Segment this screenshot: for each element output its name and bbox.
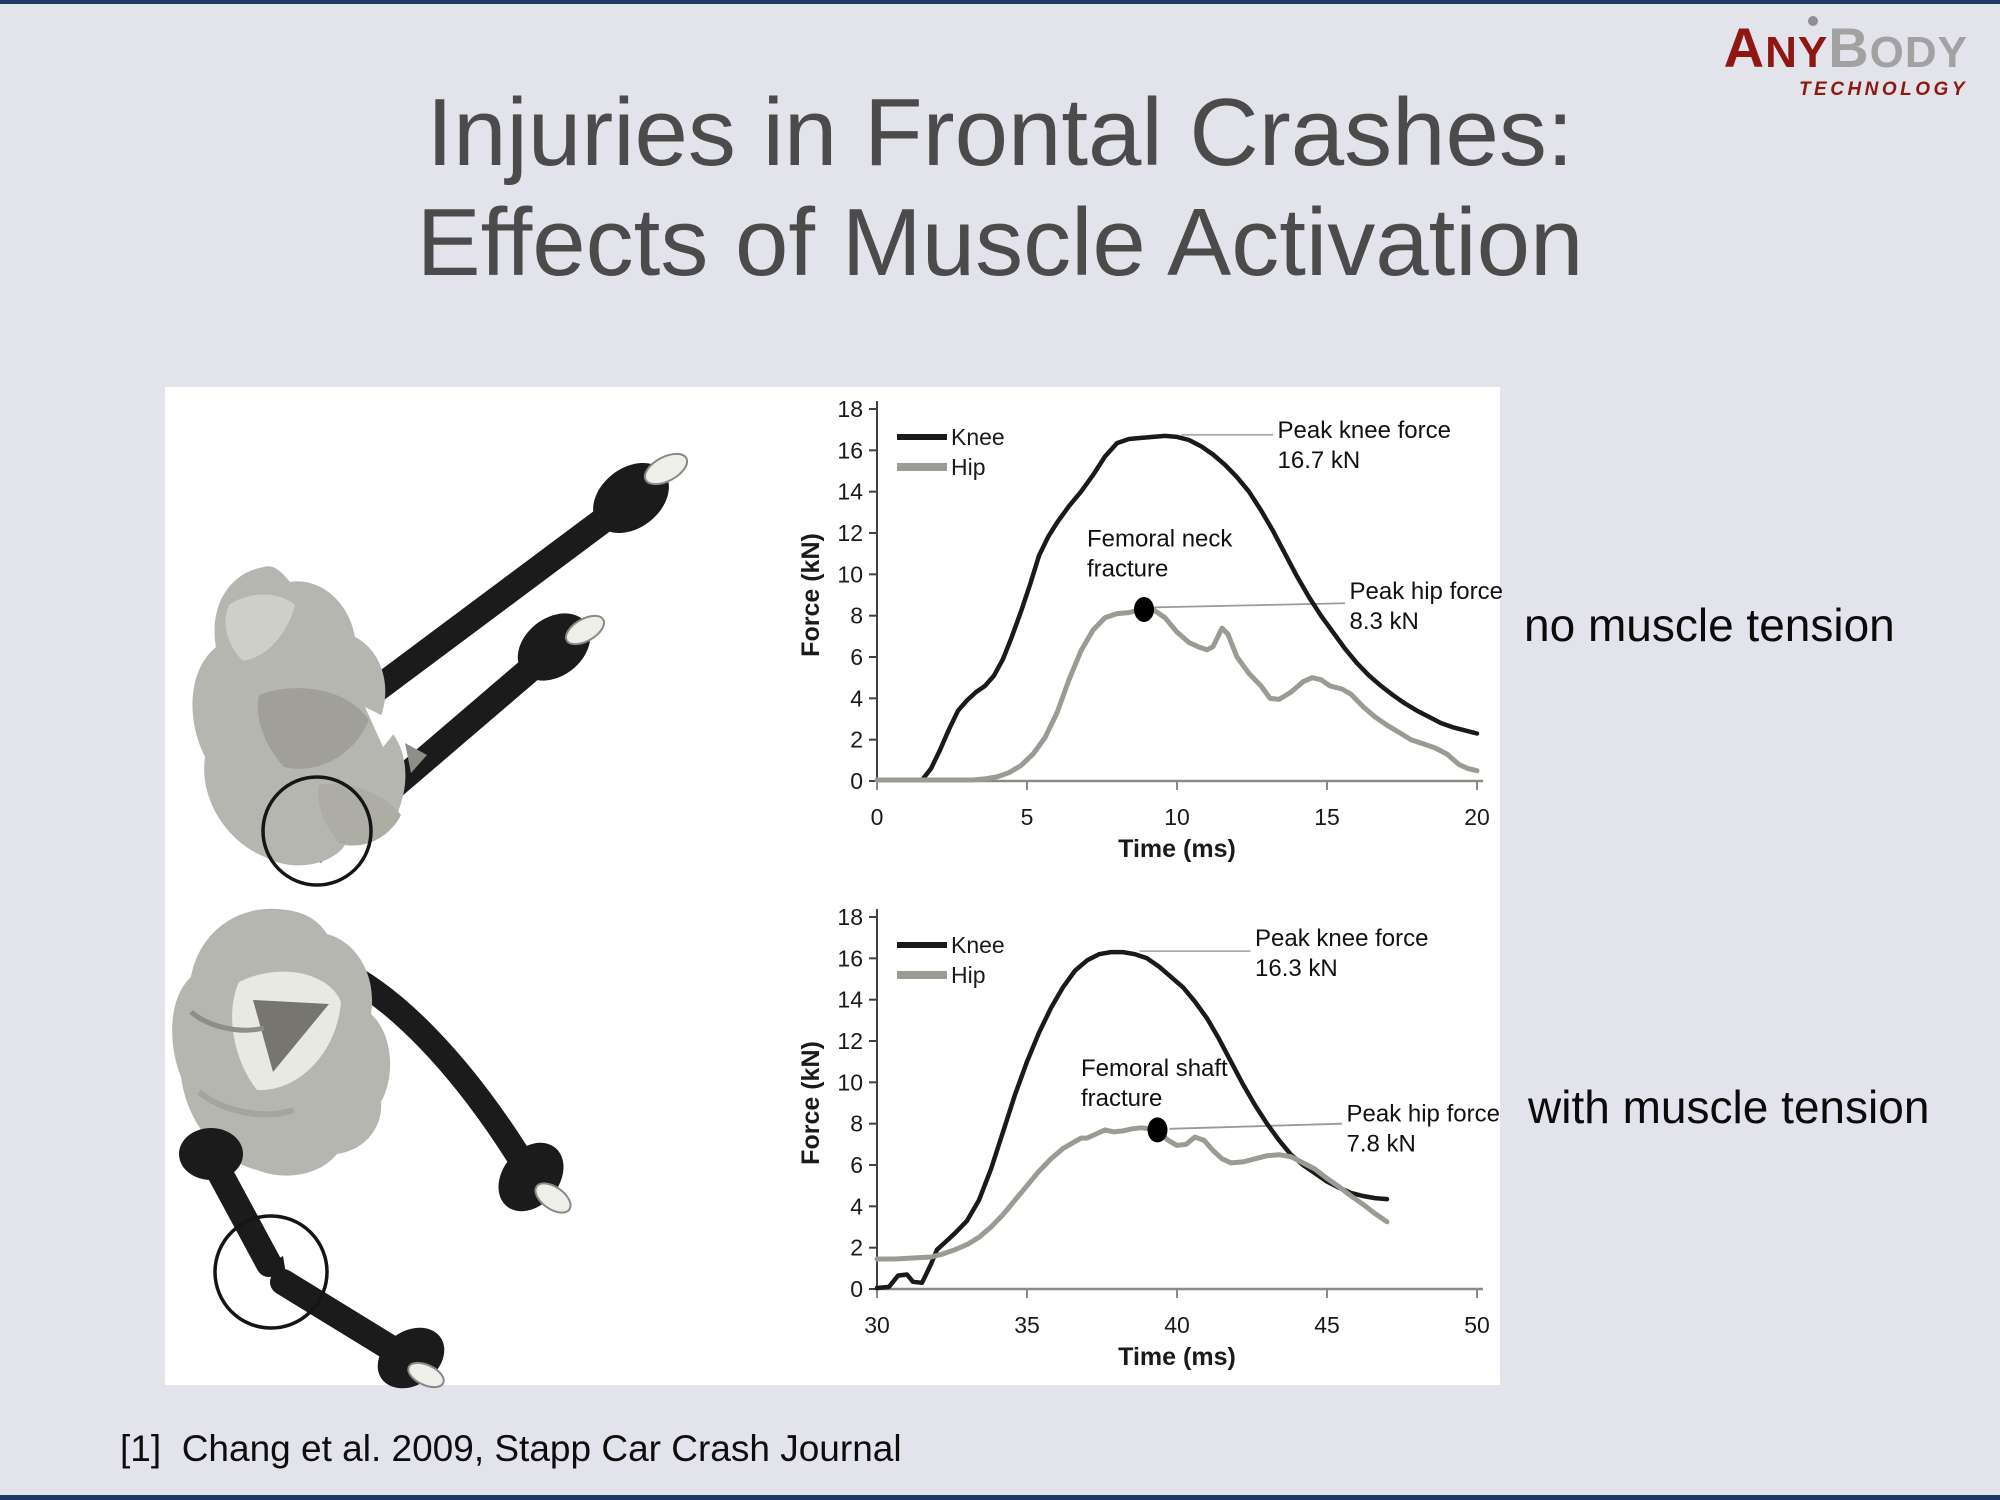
annotation-peak-hip-line2: 7.8 kN xyxy=(1347,1131,1416,1158)
x-axis-title: Time (ms) xyxy=(1118,835,1236,863)
legend-label-hip: Hip xyxy=(951,962,986,988)
x-tick-label: 30 xyxy=(864,1312,890,1338)
y-tick-label: 10 xyxy=(837,1069,863,1095)
fracture-circle xyxy=(261,775,373,887)
chart-svg: 0 2 4 6 8 10 12 14 16 18 30 35 40 45 50 Time (ms) Force … xyxy=(797,904,1500,1371)
y-tick-label: 4 xyxy=(850,685,863,711)
y-tick-label: 10 xyxy=(837,561,863,587)
y-tick-label: 14 xyxy=(837,479,863,505)
x-tick-label: 5 xyxy=(1021,804,1034,830)
title-line-2: Effects of Muscle Activation xyxy=(416,189,1584,296)
logo-letter: B xyxy=(1828,16,1870,79)
y-tick-label: 8 xyxy=(850,1111,863,1137)
y-tick-label: 14 xyxy=(837,987,863,1013)
series-hip-line xyxy=(874,1125,1390,1262)
force-time-chart-with-muscle-tension: 0 2 4 6 8 10 12 14 16 18 30 35 40 45 50 Time (ms) Force … xyxy=(797,897,1500,1387)
y-tick-label: 2 xyxy=(850,1235,863,1261)
annotation-peak-hip-line1: Peak hip force xyxy=(1350,578,1503,605)
y-tick-label: 12 xyxy=(837,1028,863,1054)
annotation-fracture-line1: Femoral neck xyxy=(1087,525,1233,552)
annotation-leader-peak-hip xyxy=(1169,1122,1343,1130)
y-tick-label: 6 xyxy=(850,1152,863,1178)
knee-cartilage-cap xyxy=(534,1182,572,1214)
y-tick-label: 2 xyxy=(850,727,863,753)
content-panel: 0 2 4 6 8 10 12 14 16 18 0 5 10 15 20 Time (ms) Force (k… xyxy=(165,387,1503,1389)
slide-title: Injuries in Frontal Crashes: Effects of … xyxy=(0,78,2000,298)
x-tick-label: 10 xyxy=(1164,804,1190,830)
logo-subtitle: TECHNOLOGY xyxy=(1798,79,1968,100)
y-tick-label: 16 xyxy=(837,945,863,971)
pelvis xyxy=(172,908,391,1176)
annotation-peak-knee-line2: 16.3 kN xyxy=(1255,955,1338,982)
person-icon xyxy=(1808,16,1818,26)
logo-letter: A xyxy=(1723,16,1766,79)
logo-wordmark: ANYBODY xyxy=(1724,16,1968,77)
condition-label-bottom: with muscle tension xyxy=(1528,1081,1930,1133)
y-tick-label: 0 xyxy=(850,768,863,794)
annotation-peak-knee-line2: 16.7 kN xyxy=(1278,447,1361,474)
y-tick-label: 18 xyxy=(837,396,863,422)
legend-label-knee: Knee xyxy=(951,932,1005,958)
title-line-1: Injuries in Frontal Crashes: xyxy=(426,79,1574,186)
annotation-peak-hip-line2: 8.3 kN xyxy=(1350,608,1419,635)
y-tick-label: 0 xyxy=(850,1276,863,1302)
annotation-fracture-line2: fracture xyxy=(1087,555,1168,582)
x-tick-label: 15 xyxy=(1314,804,1340,830)
y-tick-label: 12 xyxy=(837,520,863,546)
series-knee-line xyxy=(874,949,1390,1291)
legend-label-knee: Knee xyxy=(951,424,1005,450)
condition-label-top: no muscle tension xyxy=(1524,599,1895,651)
knee-cartilage-cap xyxy=(643,452,689,486)
logo-letters: ODY xyxy=(1869,28,1968,77)
pelvis xyxy=(192,566,427,866)
knee-cartilage-cap xyxy=(565,614,605,646)
femur-right xyxy=(356,452,689,708)
series-hip-line xyxy=(874,607,1480,783)
logo-letters: NY xyxy=(1765,28,1829,77)
annotation-fracture-line1: Femoral shaft xyxy=(1081,1055,1228,1082)
fracture-marker xyxy=(1134,596,1154,622)
y-tick-label: 18 xyxy=(837,904,863,930)
citation: [1] Chang et al. 2009, Stapp Car Crash J… xyxy=(120,1428,902,1469)
bone-illustration-no-muscle-tension xyxy=(192,452,689,887)
fracture-marker xyxy=(1147,1117,1168,1143)
femur-left-fractured xyxy=(179,1128,445,1389)
annotation-fracture-line2: fracture xyxy=(1081,1085,1162,1112)
annotation-peak-hip-line1: Peak hip force xyxy=(1347,1101,1500,1128)
force-time-chart-no-muscle-tension: 0 2 4 6 8 10 12 14 16 18 0 5 10 15 20 Time (ms) Force (k… xyxy=(797,389,1503,879)
annotation-peak-knee-line1: Peak knee force xyxy=(1278,417,1451,444)
annotation-peak-knee-line1: Peak knee force xyxy=(1255,925,1428,952)
x-tick-label: 50 xyxy=(1464,1312,1490,1338)
x-tick-label: 35 xyxy=(1014,1312,1040,1338)
x-axis-title: Time (ms) xyxy=(1118,1343,1236,1371)
x-tick-label: 40 xyxy=(1164,1312,1190,1338)
y-tick-label: 4 xyxy=(850,1193,863,1219)
chart-svg: 0 2 4 6 8 10 12 14 16 18 0 5 10 15 20 Time (ms) Force (k… xyxy=(797,396,1503,863)
y-tick-label: 8 xyxy=(850,603,863,629)
y-tick-label: 6 xyxy=(850,644,863,670)
y-axis-title: Force (kN) xyxy=(797,533,825,657)
bone-illustration-with-muscle-tension xyxy=(172,908,572,1389)
top-edge-bar xyxy=(0,0,2000,4)
y-tick-label: 16 xyxy=(837,437,863,463)
fracture-fragments xyxy=(269,1256,287,1280)
x-tick-label: 20 xyxy=(1464,804,1490,830)
x-tick-label: 0 xyxy=(871,804,884,830)
bottom-edge-bar xyxy=(0,1495,2000,1500)
series-knee-line xyxy=(874,433,1480,783)
legend-label-hip: Hip xyxy=(951,454,986,480)
fracture-circle xyxy=(213,1214,329,1330)
anybody-technology-logo: ANYBODY TECHNOLOGY xyxy=(1724,16,1968,100)
y-axis-title: Force (kN) xyxy=(797,1041,825,1165)
x-tick-label: 45 xyxy=(1314,1312,1340,1338)
knee-cartilage-cap xyxy=(407,1361,445,1389)
